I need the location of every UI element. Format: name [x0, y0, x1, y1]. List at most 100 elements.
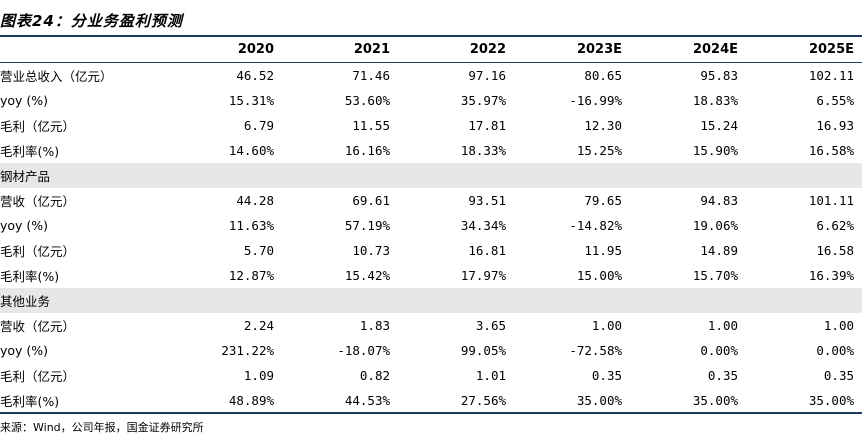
value-cell: 17.97%: [460, 268, 506, 283]
table-row: 毛利（亿元） 1.09 0.82 1.01 0.35 0.35 0.35: [0, 363, 862, 388]
value-cell: 35.97%: [460, 93, 506, 108]
value-cell: 15.42%: [344, 268, 390, 283]
value-cell: 16.16%: [344, 143, 390, 158]
section-empty-cell: [630, 163, 746, 188]
value-cell: 1.00: [707, 318, 738, 333]
value-cell: 46.52: [236, 68, 274, 83]
value-cell: 18.83%: [692, 93, 738, 108]
header-cell-2020: 2020: [164, 37, 282, 63]
value-cell: 14.60%: [228, 143, 274, 158]
value-cell: 16.93: [816, 118, 854, 133]
value-cell: 17.81: [468, 118, 506, 133]
section-row: 其他业务: [0, 288, 862, 313]
value-cell: 15.90%: [692, 143, 738, 158]
header-cell-2022: 2022: [398, 37, 514, 63]
value-cell: 0.35: [823, 368, 854, 383]
section-empty-cell: [630, 288, 746, 313]
value-cell: 15.25%: [576, 143, 622, 158]
row-label: 营业总收入（亿元）: [0, 69, 113, 84]
table-row: 营收（亿元） 2.24 1.83 3.65 1.00 1.00 1.00: [0, 313, 862, 338]
value-cell: 16.58%: [808, 143, 854, 158]
table-row: 毛利（亿元） 5.70 10.73 16.81 11.95 14.89 16.58: [0, 238, 862, 263]
value-cell: 57.19%: [344, 218, 390, 233]
section-empty-cell: [398, 288, 514, 313]
row-label: 毛利（亿元）: [0, 119, 76, 134]
row-label: 毛利（亿元）: [0, 244, 76, 259]
header-cell-2023e: 2023E: [514, 37, 630, 63]
section-row: 钢材产品: [0, 163, 862, 188]
value-cell: 35.00%: [808, 393, 854, 408]
value-cell: 6.62%: [816, 218, 854, 233]
section-empty-cell: [282, 163, 398, 188]
value-cell: 6.55%: [816, 93, 854, 108]
section-empty-cell: [514, 288, 630, 313]
value-cell: 16.58: [816, 243, 854, 258]
value-cell: 11.95: [584, 243, 622, 258]
value-cell: 231.22%: [221, 343, 274, 358]
value-cell: 19.06%: [692, 218, 738, 233]
row-label: yoy (%): [0, 343, 49, 358]
table-row: yoy (%) 231.22% -18.07% 99.05% -72.58% 0.00% 0…: [0, 338, 862, 363]
table-row: 毛利率(%) 14.60% 16.16% 18.33% 15.25% 15.90% 16.5…: [0, 138, 862, 163]
value-cell: 12.87%: [228, 268, 274, 283]
value-cell: 1.09: [243, 368, 274, 383]
section-empty-cell: [398, 163, 514, 188]
section-empty-cell: [746, 163, 862, 188]
value-cell: 35.00%: [576, 393, 622, 408]
value-cell: -18.07%: [337, 343, 390, 358]
header-row: 2020 2021 2022 2023E 2024E 2025E: [0, 37, 862, 63]
section-empty-cell: [746, 288, 862, 313]
table-row: yoy (%) 15.31% 53.60% 35.97% -16.99% 18.83% 6.…: [0, 88, 862, 113]
table-row: 营业总收入（亿元） 46.52 71.46 97.16 80.65 95.83 102.11: [0, 63, 862, 89]
row-label: yoy (%): [0, 93, 49, 108]
table-row: yoy (%) 11.63% 57.19% 34.34% -14.82% 19.06% 6.…: [0, 213, 862, 238]
value-cell: 99.05%: [460, 343, 506, 358]
table-title: 图表24：分业务盈利预测: [0, 12, 183, 30]
section-empty-cell: [164, 288, 282, 313]
value-cell: 1.00: [823, 318, 854, 333]
value-cell: 1.83: [359, 318, 390, 333]
section-label: 钢材产品: [0, 163, 164, 188]
value-cell: 15.70%: [692, 268, 738, 283]
value-cell: 71.46: [352, 68, 390, 83]
row-label: 营收（亿元）: [0, 319, 76, 334]
value-cell: 0.35: [591, 368, 622, 383]
section-empty-cell: [514, 163, 630, 188]
value-cell: 44.28: [236, 193, 274, 208]
value-cell: 44.53%: [344, 393, 390, 408]
value-cell: 3.65: [475, 318, 506, 333]
top-rule: [0, 35, 862, 37]
value-cell: 27.56%: [460, 393, 506, 408]
header-cell-2025e: 2025E: [746, 37, 862, 63]
row-label: 毛利率(%): [0, 144, 60, 159]
value-cell: 48.89%: [228, 393, 274, 408]
value-cell: -14.82%: [569, 218, 622, 233]
value-cell: 14.89: [700, 243, 738, 258]
section-empty-cell: [164, 163, 282, 188]
value-cell: 53.60%: [344, 93, 390, 108]
row-label: 毛利率(%): [0, 269, 60, 284]
value-cell: 1.01: [475, 368, 506, 383]
value-cell: 80.65: [584, 68, 622, 83]
section-label: 其他业务: [0, 288, 164, 313]
bottom-rule: [0, 412, 862, 414]
source-note: 来源：Wind，公司年报，国金证券研究所: [0, 421, 204, 434]
table-row: 毛利率(%) 12.87% 15.42% 17.97% 15.00% 15.70% 16.3…: [0, 263, 862, 288]
value-cell: 18.33%: [460, 143, 506, 158]
value-cell: 2.24: [243, 318, 274, 333]
table-row: 毛利率(%) 48.89% 44.53% 27.56% 35.00% 35.00% 35.0…: [0, 388, 862, 413]
value-cell: 5.70: [243, 243, 274, 258]
row-label: yoy (%): [0, 218, 49, 233]
table-row: 毛利（亿元） 6.79 11.55 17.81 12.30 15.24 16.93: [0, 113, 862, 138]
value-cell: 35.00%: [692, 393, 738, 408]
section-empty-cell: [282, 288, 398, 313]
table-row: 营收（亿元） 44.28 69.61 93.51 79.65 94.83 101.11: [0, 188, 862, 213]
value-cell: 0.00%: [700, 343, 738, 358]
value-cell: 97.16: [468, 68, 506, 83]
value-cell: 16.81: [468, 243, 506, 258]
header-cell-label: [0, 37, 164, 63]
value-cell: 101.11: [808, 193, 854, 208]
forecast-table: 2020 2021 2022 2023E 2024E 2025E 营业总收入（亿…: [0, 37, 862, 413]
value-cell: 0.82: [359, 368, 390, 383]
value-cell: 6.79: [243, 118, 274, 133]
